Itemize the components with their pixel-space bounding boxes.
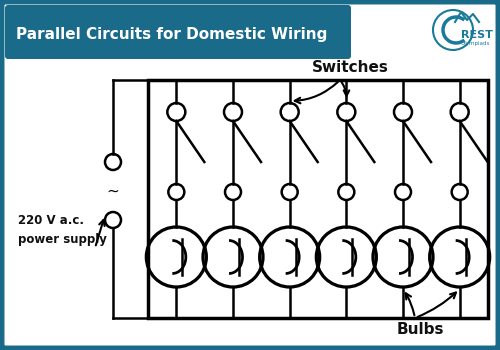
Text: REST: REST xyxy=(461,30,493,40)
FancyBboxPatch shape xyxy=(5,5,351,59)
Text: 220 V a.c.
power supply: 220 V a.c. power supply xyxy=(18,215,107,245)
Bar xyxy=(148,80,488,318)
Text: Olympiads: Olympiads xyxy=(461,42,490,47)
Text: Parallel Circuits for Domestic Wiring: Parallel Circuits for Domestic Wiring xyxy=(16,27,328,42)
Text: Switches: Switches xyxy=(312,61,388,76)
Text: Bulbs: Bulbs xyxy=(396,322,444,337)
Text: ~: ~ xyxy=(106,183,120,198)
